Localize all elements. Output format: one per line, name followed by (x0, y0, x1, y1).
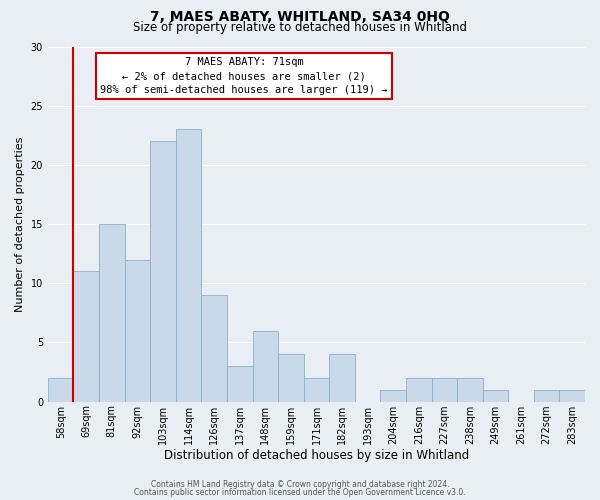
Text: Contains HM Land Registry data © Crown copyright and database right 2024.: Contains HM Land Registry data © Crown c… (151, 480, 449, 489)
X-axis label: Distribution of detached houses by size in Whitland: Distribution of detached houses by size … (164, 450, 469, 462)
Bar (73, 272, 99, 402)
Text: 7, MAES ABATY, WHITLAND, SA34 0HQ: 7, MAES ABATY, WHITLAND, SA34 0HQ (150, 10, 450, 24)
Bar (176, 130, 202, 402)
Bar (99, 224, 125, 402)
Bar (329, 354, 355, 402)
Bar (534, 390, 559, 402)
Bar (125, 260, 150, 402)
Bar (227, 366, 253, 402)
Bar (559, 390, 585, 402)
Bar (278, 354, 304, 402)
Text: Contains public sector information licensed under the Open Government Licence v3: Contains public sector information licen… (134, 488, 466, 497)
Bar (431, 378, 457, 402)
Bar (457, 378, 482, 402)
Text: Size of property relative to detached houses in Whitland: Size of property relative to detached ho… (133, 21, 467, 34)
Bar (253, 330, 278, 402)
Bar (48, 378, 73, 402)
Bar (202, 295, 227, 402)
Bar (304, 378, 329, 402)
Text: 7 MAES ABATY: 71sqm
← 2% of detached houses are smaller (2)
98% of semi-detached: 7 MAES ABATY: 71sqm ← 2% of detached hou… (100, 57, 388, 95)
Bar (380, 390, 406, 402)
Bar (150, 141, 176, 402)
Bar (482, 390, 508, 402)
Bar (406, 378, 431, 402)
Y-axis label: Number of detached properties: Number of detached properties (15, 136, 25, 312)
